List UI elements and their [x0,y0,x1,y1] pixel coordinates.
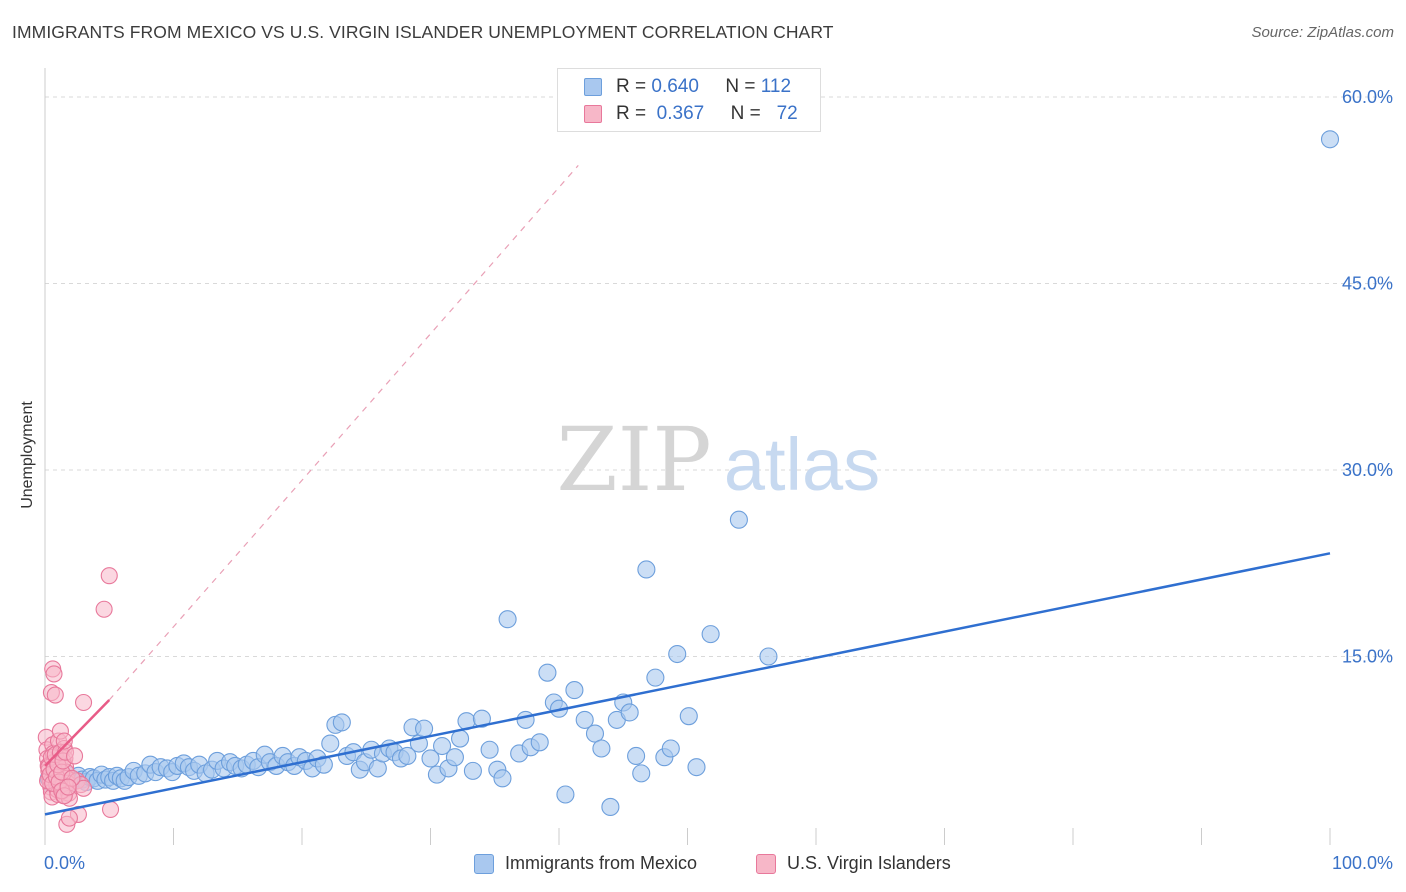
legend-n-label: N = [725,76,756,97]
data-point-mexico [493,769,512,788]
data-point-virgin-islanders [95,600,113,618]
data-point-virgin-islanders [55,732,73,750]
legend-swatch-virgin-islanders [756,854,776,874]
data-point-mexico [314,755,333,774]
axes [44,68,1331,845]
watermark-atlas: atlas [724,423,880,506]
y-tick-label: 60.0% [1342,87,1393,107]
data-point-mexico [332,713,351,732]
data-point-mexico [661,739,680,758]
trend-line-virgin-islanders [44,699,111,767]
data-point-mexico [637,560,656,579]
data-point-mexico [433,736,452,756]
y-tick-label: 30.0% [1342,460,1393,480]
data-point-virgin-islanders [75,693,93,712]
data-point-mexico [530,733,549,752]
data-point-mexico [585,724,605,743]
data-point-mexico [516,710,535,729]
legend-r-value: 0.640 [651,76,699,97]
legend-r-label: R = [616,103,647,124]
data-point-virgin-islanders [46,686,64,704]
legend-n-value: 112 [760,76,792,97]
legend-swatch-mexico [584,78,602,96]
data-point-virgin-islanders [59,778,77,796]
grid-lines [45,96,1392,657]
watermark: ZIP atlas [556,408,880,511]
legend-r-value: 0.367 [656,103,705,124]
data-point-mexico [451,729,470,748]
data-point-mexico [1320,130,1340,149]
data-point-mexico [620,703,639,722]
data-point-mexico [463,761,482,780]
data-point-mexico [627,746,646,766]
data-point-virgin-islanders [45,665,63,683]
data-point-mexico [538,663,557,682]
series-virgin-islanders-points [37,567,120,833]
legend-n-label: N = [730,103,761,124]
data-point-mexico [679,707,698,726]
data-point-mexico [632,764,651,783]
tick-labels: 15.0% 30.0% 45.0% 60.0% 0.0% 100.0% [44,87,1393,873]
data-point-virgin-islanders [100,567,118,585]
data-point-mexico [415,719,434,738]
data-point-mexico [592,739,611,758]
legend-swatch-mexico [474,854,494,874]
y-tick-label: 45.0% [1342,274,1393,294]
trend-line-mexico [44,552,1331,816]
trend-line-virgin-islanders-extension [108,164,579,701]
data-point-mexico [701,625,720,644]
data-point-mexico [398,746,417,766]
x-tick-label: 0.0% [44,853,85,873]
trend-lines [44,164,1331,816]
data-point-mexico [759,647,778,666]
data-point-virgin-islanders [101,800,120,818]
legend-label-virgin-islanders: U.S. Virgin Islanders [787,853,951,873]
legend-n-value: 72 [776,103,798,124]
legend-r-label: R = [616,76,647,97]
legend-swatch-virgin-islanders [584,105,602,123]
data-point-virgin-islanders [60,809,78,827]
legend-label-mexico: Immigrants from Mexico [505,853,698,873]
chart-title: IMMIGRANTS FROM MEXICO VS U.S. VIRGIN IS… [12,22,834,42]
correlation-legend: R = 0.640 N = 112 R = 0.367 N = 72 [557,68,821,132]
data-point-mexico [668,644,687,664]
data-point-mexico [601,797,620,816]
source-label: Source: ZipAtlas.com [1251,24,1394,41]
data-point-mexico [498,610,517,629]
watermark-zip: ZIP [556,408,711,511]
y-tick-label: 15.0% [1342,647,1393,667]
data-point-mexico [421,749,440,768]
data-point-mexico [687,758,706,777]
data-point-mexico [565,681,584,700]
data-point-mexico [321,734,340,753]
data-point-virgin-islanders [66,747,84,765]
data-point-mexico [575,710,594,729]
data-point-mexico [646,668,665,687]
series-legend: Immigrants from Mexico U.S. Virgin Islan… [0,852,1406,878]
data-point-mexico [729,510,748,529]
data-point-mexico [480,740,499,759]
x-tick-label: 100.0% [1332,853,1393,873]
data-point-mexico [556,785,575,804]
data-point-mexico [472,709,491,728]
data-point-mexico [445,748,464,767]
